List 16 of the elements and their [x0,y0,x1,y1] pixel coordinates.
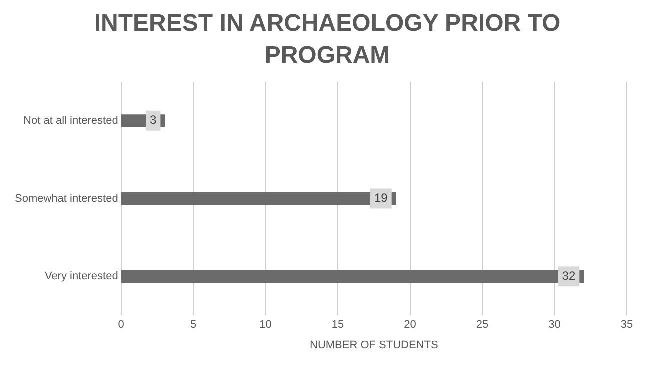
x-tick-label: 20 [404,319,416,332]
x-tick-label: 0 [118,319,124,332]
data-label: 32 [562,268,576,283]
data-label: 3 [150,113,157,128]
data-label: 19 [374,191,388,206]
x-tick-label: 5 [190,319,197,332]
chart-title: INTEREST IN ARCHAEOLOGY PRIOR TO PROGRAM [93,9,562,71]
y-tick-label: Somewhat interested [14,192,118,205]
y-tick-label: Not at all interested [24,114,118,127]
x-tick-label: 35 [620,319,634,332]
x-tick-label: 10 [260,319,272,332]
x-tick-label: 30 [548,319,561,332]
x-tick-label: 25 [476,319,489,332]
x-tick-label: 15 [332,319,344,332]
y-tick-label: Very interested [44,270,118,283]
x-axis-title: NUMBER OF STUDENTS [310,339,438,352]
